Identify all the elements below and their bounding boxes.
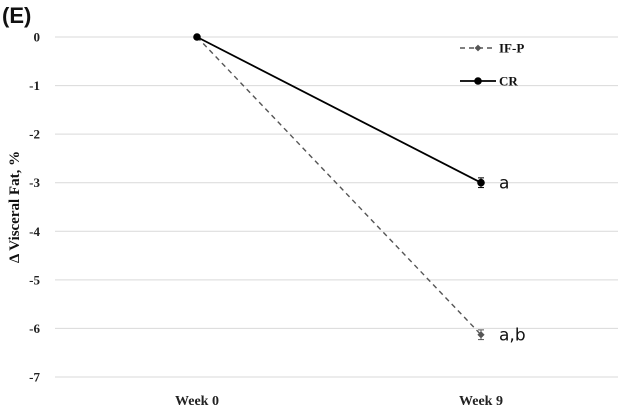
series-group: a,b a xyxy=(193,33,526,346)
data-point xyxy=(193,33,201,41)
legend: IF-P CR xyxy=(460,41,524,89)
series-line xyxy=(196,36,482,336)
gridlines xyxy=(55,36,618,378)
series-if-p: a,b xyxy=(193,33,526,346)
legend-marker xyxy=(474,44,482,52)
legend-item: CR xyxy=(460,74,518,89)
x-tick-label: Week 0 xyxy=(175,394,219,406)
data-point xyxy=(477,331,485,339)
y-tick-label: -2 xyxy=(29,127,40,142)
legend-label: CR xyxy=(499,74,518,89)
y-tick-label: -3 xyxy=(29,175,40,190)
x-axis-ticks: Week 0 Week 9 xyxy=(175,394,503,406)
x-tick-label: Week 9 xyxy=(459,394,503,406)
y-tick-label: -4 xyxy=(29,224,40,239)
series-line xyxy=(196,36,482,184)
y-tick-label: 0 xyxy=(34,30,41,45)
legend-marker xyxy=(474,77,482,85)
y-tick-label: -1 xyxy=(29,78,40,93)
legend-label: IF-P xyxy=(499,41,524,56)
y-axis-label: Δ Visceral Fat, % xyxy=(7,151,23,263)
legend-item: IF-P xyxy=(460,41,524,56)
panel-label: (E) xyxy=(2,3,31,28)
y-tick-label: -5 xyxy=(29,272,40,287)
series-cr: a xyxy=(193,33,509,194)
data-point xyxy=(477,178,485,187)
y-axis-ticks: 0 -1 -2 -3 -4 -5 -6 -7 xyxy=(29,30,40,385)
significance-annotation: a,b xyxy=(499,326,526,346)
significance-annotation: a xyxy=(499,174,509,194)
y-tick-label: -7 xyxy=(29,370,40,385)
y-tick-label: -6 xyxy=(29,321,40,336)
